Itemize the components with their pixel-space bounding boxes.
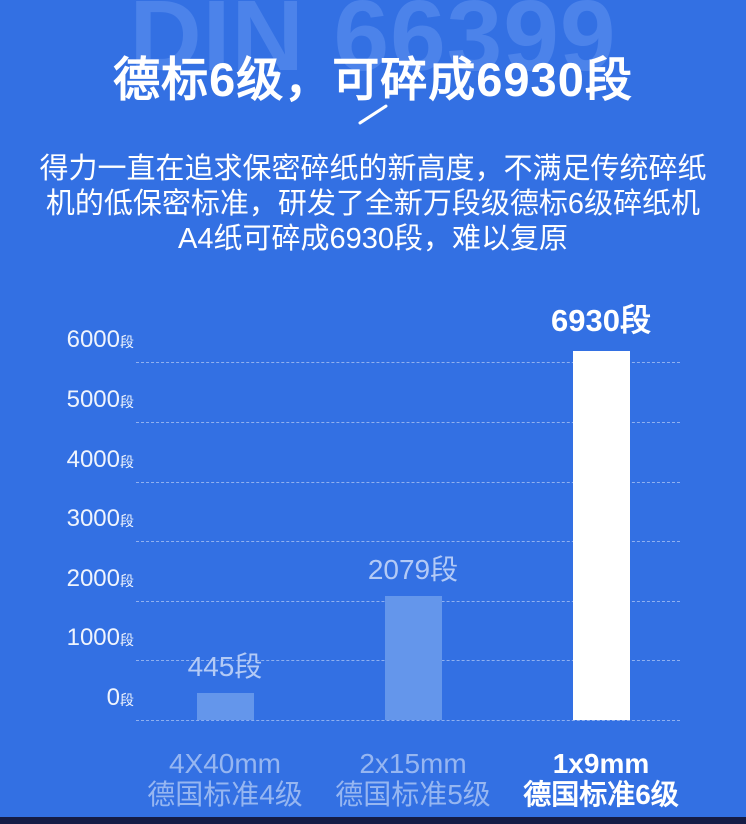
y-gridline	[136, 541, 680, 543]
y-axis-tick-label: 6000段	[66, 326, 134, 354]
bar-value-label: 2079段	[367, 554, 459, 586]
cut-size-label: 4X40mm	[168, 748, 282, 779]
x-axis-category-label: 4X40mm 德国标准4级	[110, 748, 340, 810]
y-gridline	[136, 481, 680, 483]
page-title: 德标6级，可碎成6930段	[113, 53, 633, 107]
y-gridline	[136, 422, 680, 423]
y-axis-tick-label: 2000段	[66, 564, 134, 592]
cut-size-label: 1x9mm	[552, 748, 650, 779]
bar-level6-highlight	[572, 351, 630, 720]
intro-line: 机的低保密标准，研发了全新万段级德标6级碎纸机	[45, 188, 701, 220]
y-axis-tick-label: 5000段	[66, 386, 134, 413]
bar-level4	[196, 693, 254, 720]
din-standard-watermark: DIN 66399	[129, 0, 617, 92]
bar-level5	[384, 596, 442, 720]
bar-value-label: 6930段	[551, 303, 651, 338]
y-gridline	[136, 362, 680, 364]
standard-level-label: 德国标准4级	[147, 779, 303, 810]
intro-line: 得力一直在追求保密碎纸的新高度，不满足传统碎纸	[39, 153, 707, 185]
y-axis-tick-label: 3000段	[66, 505, 134, 533]
cut-size-label: 2x15mm	[359, 748, 467, 779]
intro-paragraph: 得力一直在追求保密碎纸的新高度，不满足传统碎纸 机的低保密标准，研发了全新万段级…	[0, 152, 746, 257]
y-axis-tick-label: 4000段	[66, 445, 134, 473]
y-axis-tick-label: 1000段	[66, 624, 134, 652]
footer-strip	[0, 817, 746, 824]
bar-value-label: 445段	[187, 651, 263, 683]
y-gridline	[136, 720, 680, 721]
standard-level-label: 德国标准5级	[335, 779, 491, 810]
x-axis-category-label: 1x9mm 德国标准6级	[486, 748, 716, 810]
x-axis-category-label: 2x15mm 德国标准5级	[298, 748, 528, 810]
intro-line: A4纸可碎成6930段，难以复原	[178, 223, 568, 255]
y-axis-tick-label: 0段	[106, 684, 134, 711]
standard-level-label: 德国标准6级	[523, 779, 679, 810]
